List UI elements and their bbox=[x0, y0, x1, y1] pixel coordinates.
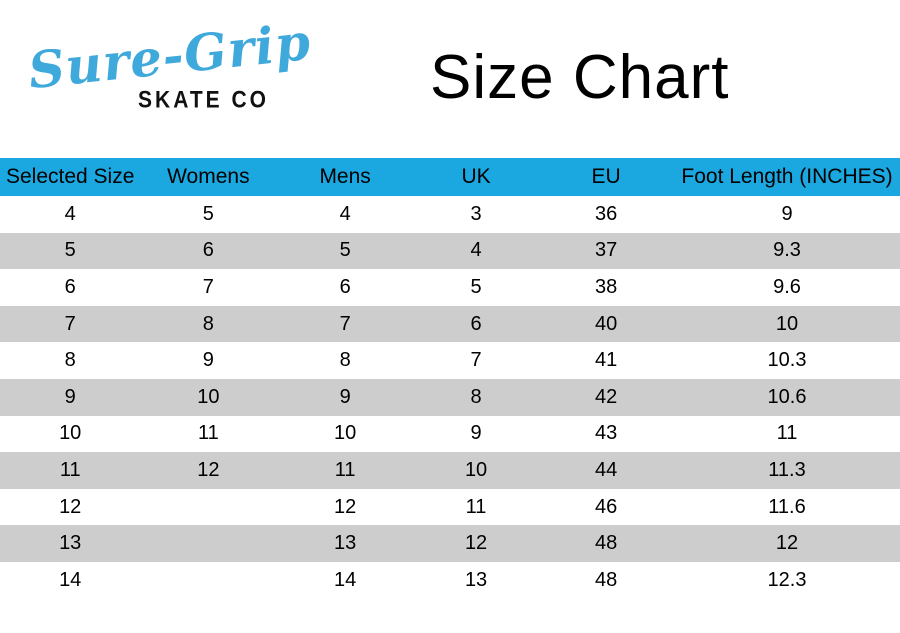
column-header: Foot Length (INCHES) bbox=[681, 165, 893, 188]
size-table-body: 4 5 4 3 36 9 5 6 5 4 37 9.3 6 7 6 5 38 9.6 7 8 7 6 40 10 8 9 8 7 41 1… bbox=[0, 196, 900, 599]
table-cell: 5 bbox=[64, 239, 76, 262]
table-cell: 7 bbox=[64, 312, 76, 335]
table-cell: 10.3 bbox=[767, 349, 807, 372]
table-cell: 9 bbox=[64, 385, 76, 408]
table-cell: 12 bbox=[59, 495, 82, 518]
table-cell: 40 bbox=[594, 312, 618, 335]
table-cell: 3 bbox=[470, 202, 482, 225]
table-cell: 10.6 bbox=[767, 385, 807, 408]
table-cell: 10 bbox=[334, 422, 357, 445]
table-row: 8 9 8 7 41 10.3 bbox=[0, 342, 900, 379]
table-cell: 6 bbox=[339, 275, 351, 298]
column-header: Selected Size bbox=[5, 165, 135, 188]
table-cell: 5 bbox=[339, 239, 351, 262]
table-cell: 6 bbox=[64, 275, 76, 298]
column-header: UK bbox=[461, 165, 491, 188]
table-cell: 43 bbox=[594, 422, 618, 445]
table-cell bbox=[140, 489, 276, 526]
size-table: Selected Size Womens Mens UK EU Foot Length (… bbox=[0, 158, 900, 599]
table-cell: 11 bbox=[197, 422, 219, 445]
table-cell: 11.6 bbox=[768, 495, 806, 518]
table-cell: 12.3 bbox=[767, 568, 807, 591]
table-cell: 14 bbox=[334, 568, 357, 591]
table-cell: 48 bbox=[594, 532, 618, 555]
table-cell: 8 bbox=[339, 349, 351, 372]
size-table-head: Selected Size Womens Mens UK EU Foot Length (… bbox=[0, 158, 900, 196]
table-cell: 11 bbox=[776, 422, 798, 445]
sure-grip-logo: Sure-Grip SKATE CO bbox=[26, 12, 314, 114]
table-row: 11 12 11 10 44 11.3 bbox=[0, 452, 900, 489]
table-cell: 6 bbox=[202, 239, 214, 262]
table-cell: 10 bbox=[59, 422, 82, 445]
table-cell: 10 bbox=[197, 385, 220, 408]
table-cell: 9.6 bbox=[773, 275, 801, 298]
column-header: Womens bbox=[167, 165, 250, 188]
table-row: 7 8 7 6 40 10 bbox=[0, 305, 900, 343]
table-cell: 46 bbox=[594, 495, 618, 518]
table-cell: 11.3 bbox=[768, 458, 806, 481]
table-cell: 7 bbox=[202, 275, 214, 298]
column-header: Mens bbox=[319, 165, 371, 188]
table-row: 12 12 11 46 11.6 bbox=[0, 488, 900, 526]
table-cell: 36 bbox=[594, 202, 618, 225]
table-cell: 42 bbox=[594, 385, 618, 408]
table-cell: 9 bbox=[339, 385, 351, 408]
table-row: 6 7 6 5 38 9.6 bbox=[0, 269, 900, 306]
table-cell: 8 bbox=[470, 385, 482, 408]
table-cell: 37 bbox=[594, 239, 618, 262]
table-cell: 11 bbox=[465, 495, 487, 518]
logo-brand-text: Sure-Grip bbox=[25, 11, 314, 101]
table-cell: 12 bbox=[334, 495, 357, 518]
table-cell: 5 bbox=[470, 275, 482, 298]
table-cell: 12 bbox=[775, 532, 799, 555]
page-title: Size Chart bbox=[430, 43, 730, 112]
table-cell: 13 bbox=[334, 532, 357, 555]
size-table-header-row: Selected Size Womens Mens UK EU Foot Length (… bbox=[0, 158, 900, 196]
table-cell: 7 bbox=[470, 349, 482, 372]
table-cell: 9 bbox=[470, 422, 482, 445]
table-cell: 41 bbox=[594, 349, 618, 372]
table-row: 5 6 5 4 37 9.3 bbox=[0, 232, 900, 270]
table-cell: 44 bbox=[594, 458, 618, 481]
table-cell: 6 bbox=[470, 312, 482, 335]
table-cell: 9 bbox=[202, 349, 214, 372]
table-cell: 13 bbox=[59, 532, 82, 555]
logo-subtitle: SKATE CO bbox=[138, 87, 269, 114]
table-row: 14 14 13 48 12.3 bbox=[0, 561, 900, 599]
table-row: 4 5 4 3 36 9 bbox=[0, 196, 900, 233]
table-cell: 4 bbox=[470, 239, 482, 262]
table-cell: 38 bbox=[594, 275, 618, 298]
column-header: EU bbox=[591, 165, 621, 188]
table-cell: 12 bbox=[197, 458, 220, 481]
table-cell: 4 bbox=[339, 202, 351, 225]
table-cell: 8 bbox=[202, 312, 214, 335]
table-cell: 11 bbox=[59, 458, 81, 481]
table-cell: 8 bbox=[64, 349, 76, 372]
table-cell: 10 bbox=[775, 312, 799, 335]
table-row: 13 13 12 48 12 bbox=[0, 525, 900, 562]
table-cell: 9 bbox=[781, 202, 793, 225]
table-row: 9 10 9 8 42 10.6 bbox=[0, 378, 900, 416]
table-cell bbox=[140, 525, 276, 562]
table-cell: 14 bbox=[59, 568, 82, 591]
table-cell: 4 bbox=[64, 202, 76, 225]
table-cell: 5 bbox=[202, 202, 214, 225]
table-cell: 10 bbox=[464, 458, 488, 481]
table-cell: 11 bbox=[334, 458, 356, 481]
table-cell bbox=[140, 562, 276, 599]
table-cell: 7 bbox=[339, 312, 351, 335]
table-cell: 48 bbox=[594, 568, 618, 591]
table-cell: 9.3 bbox=[773, 239, 801, 262]
table-cell: 12 bbox=[464, 532, 488, 555]
table-cell: 13 bbox=[464, 568, 488, 591]
table-row: 10 11 10 9 43 11 bbox=[0, 415, 900, 453]
